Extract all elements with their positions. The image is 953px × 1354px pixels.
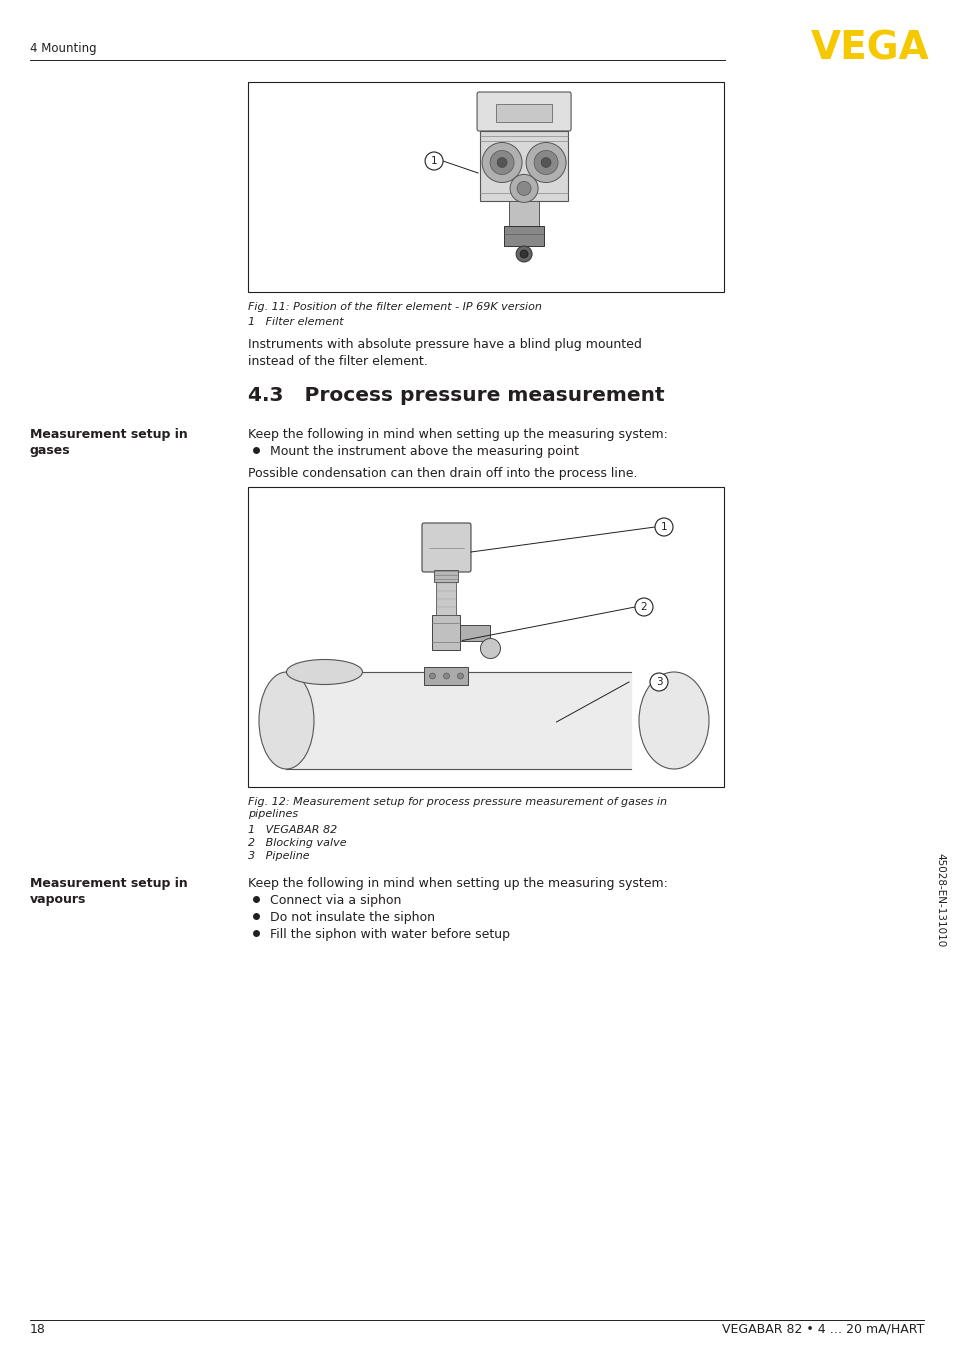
Text: Measurement setup in: Measurement setup in	[30, 877, 188, 890]
Text: 18: 18	[30, 1323, 46, 1336]
Circle shape	[525, 142, 565, 183]
Text: gases: gases	[30, 444, 71, 458]
Circle shape	[519, 250, 528, 259]
Circle shape	[649, 673, 667, 691]
Text: 2   Blocking valve: 2 Blocking valve	[248, 838, 346, 848]
Text: 1: 1	[431, 156, 436, 167]
Bar	[496, 104, 552, 122]
Circle shape	[481, 142, 521, 183]
Circle shape	[516, 246, 532, 263]
Text: 4.3   Process pressure measurement: 4.3 Process pressure measurement	[248, 386, 664, 405]
Text: Fig. 12: Measurement setup for process pressure measurement of gases in
pipeline: Fig. 12: Measurement setup for process p…	[248, 798, 666, 819]
Ellipse shape	[639, 672, 708, 769]
Circle shape	[635, 598, 652, 616]
Circle shape	[655, 519, 672, 536]
Circle shape	[540, 157, 551, 168]
Text: Fill the siphon with water before setup: Fill the siphon with water before setup	[270, 927, 510, 941]
Bar	[434, 570, 458, 582]
Circle shape	[425, 152, 442, 171]
Ellipse shape	[258, 672, 314, 769]
Text: 4 Mounting: 4 Mounting	[30, 42, 96, 56]
Text: 2: 2	[640, 603, 647, 612]
Bar	[503, 226, 543, 246]
Text: Connect via a siphon: Connect via a siphon	[270, 894, 401, 907]
Text: instead of the filter element.: instead of the filter element.	[248, 355, 427, 368]
Text: VEGABAR 82 • 4 … 20 mA/HART: VEGABAR 82 • 4 … 20 mA/HART	[720, 1323, 923, 1336]
Circle shape	[534, 150, 558, 175]
Text: Keep the following in mind when setting up the measuring system:: Keep the following in mind when setting …	[248, 877, 667, 890]
Circle shape	[497, 157, 507, 168]
Circle shape	[443, 673, 449, 678]
Text: VEGA: VEGA	[810, 30, 929, 68]
Bar	[248, 487, 723, 787]
Circle shape	[517, 181, 531, 195]
Text: Fig. 11: Position of the filter element - IP 69K version: Fig. 11: Position of the filter element …	[248, 302, 541, 311]
Bar	[436, 570, 456, 615]
Bar	[509, 200, 538, 226]
FancyBboxPatch shape	[421, 523, 471, 571]
Polygon shape	[286, 672, 631, 769]
FancyBboxPatch shape	[476, 92, 571, 131]
Bar	[460, 624, 490, 640]
Bar	[432, 615, 460, 650]
Text: Instruments with absolute pressure have a blind plug mounted: Instruments with absolute pressure have …	[248, 338, 641, 351]
Circle shape	[457, 673, 463, 678]
Text: 1: 1	[660, 523, 666, 532]
Text: 45028-EN-131010: 45028-EN-131010	[934, 853, 944, 948]
Bar	[424, 668, 468, 685]
Text: Possible condensation can then drain off into the process line.: Possible condensation can then drain off…	[248, 467, 637, 481]
Text: 3   Pipeline: 3 Pipeline	[248, 852, 310, 861]
Text: Mount the instrument above the measuring point: Mount the instrument above the measuring…	[270, 445, 578, 458]
Text: vapours: vapours	[30, 894, 87, 906]
Circle shape	[510, 175, 537, 202]
Text: 3: 3	[655, 677, 661, 686]
Ellipse shape	[286, 659, 362, 685]
Text: Keep the following in mind when setting up the measuring system:: Keep the following in mind when setting …	[248, 428, 667, 441]
Circle shape	[480, 639, 500, 658]
Text: 1   Filter element: 1 Filter element	[248, 317, 343, 328]
Bar	[248, 83, 723, 292]
Bar	[479, 131, 567, 200]
Text: Do not insulate the siphon: Do not insulate the siphon	[270, 911, 435, 923]
Text: 1   VEGABAR 82: 1 VEGABAR 82	[248, 825, 337, 835]
Circle shape	[429, 673, 435, 678]
Circle shape	[490, 150, 514, 175]
Text: Measurement setup in: Measurement setup in	[30, 428, 188, 441]
